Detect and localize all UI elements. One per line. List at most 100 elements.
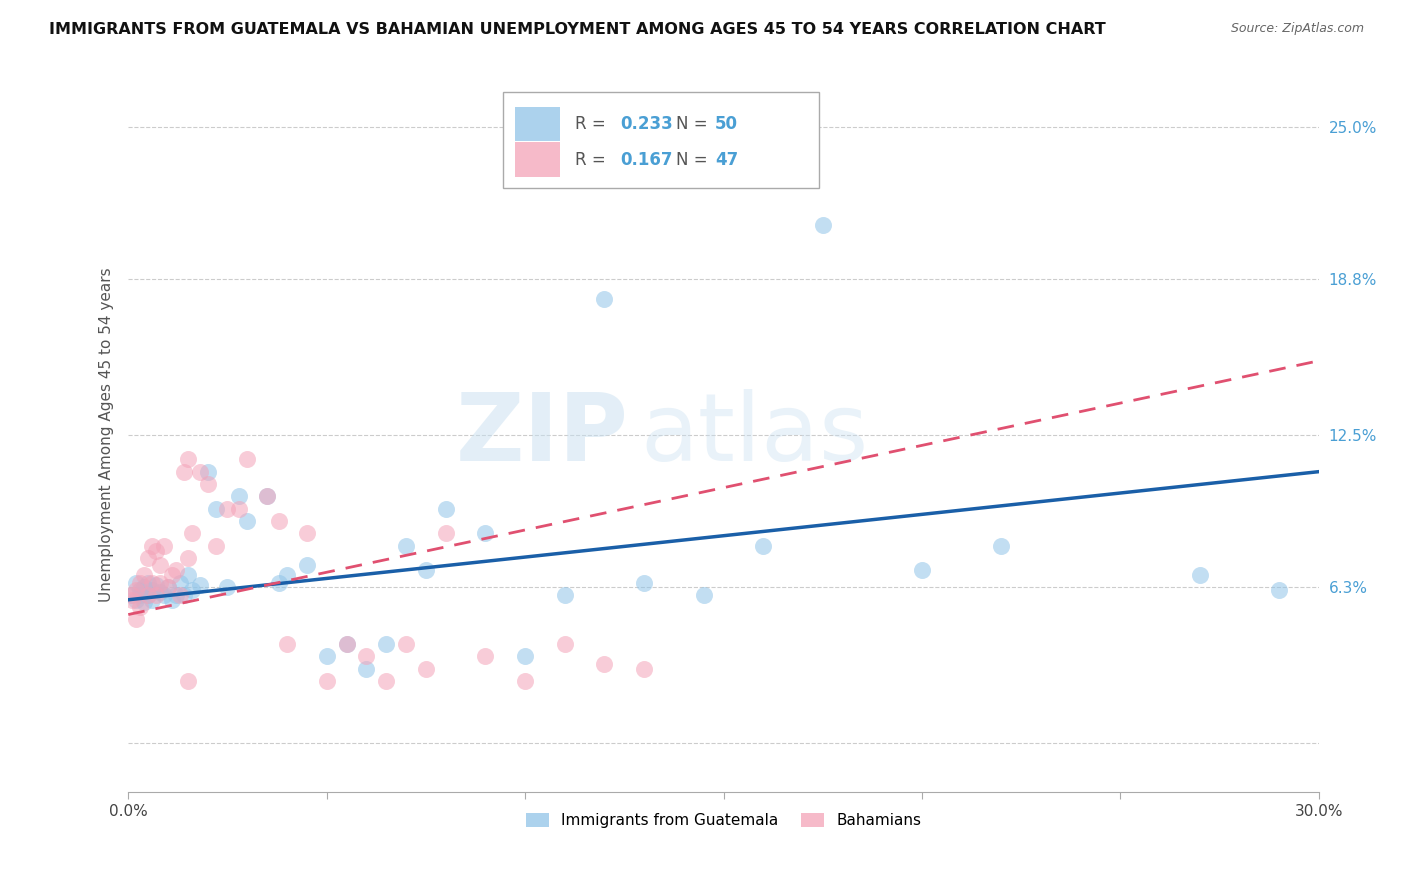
Point	[125, 612, 148, 626]
Point	[125, 592, 148, 607]
Point	[129, 582, 152, 597]
Point	[156, 581, 179, 595]
Point	[129, 600, 152, 615]
Point	[276, 568, 298, 582]
Text: 50: 50	[716, 115, 738, 133]
Point	[434, 526, 457, 541]
Point	[156, 581, 179, 595]
Point	[1188, 568, 1211, 582]
Point	[474, 649, 496, 664]
Point	[335, 637, 357, 651]
Point	[141, 539, 163, 553]
Point	[217, 501, 239, 516]
Point	[136, 588, 159, 602]
Point	[228, 489, 250, 503]
Point	[217, 581, 239, 595]
Point	[180, 582, 202, 597]
Text: ZIP: ZIP	[456, 389, 628, 481]
Point	[276, 637, 298, 651]
Point	[415, 563, 437, 577]
Point	[395, 539, 418, 553]
Point	[236, 514, 259, 528]
Point	[121, 592, 143, 607]
Point	[513, 649, 536, 664]
Point	[375, 674, 398, 689]
Point	[121, 588, 143, 602]
Text: Source: ZipAtlas.com: Source: ZipAtlas.com	[1230, 22, 1364, 36]
Point	[134, 568, 156, 582]
Point	[145, 578, 167, 592]
Text: N =: N =	[676, 115, 713, 133]
Point	[141, 582, 163, 597]
Text: R =: R =	[575, 151, 610, 169]
Point	[197, 465, 219, 479]
Point	[136, 575, 159, 590]
Point	[134, 595, 156, 609]
Text: 47: 47	[716, 151, 738, 169]
Point	[141, 592, 163, 607]
Point	[911, 563, 934, 577]
Point	[153, 539, 176, 553]
Point	[256, 489, 278, 503]
Point	[554, 637, 576, 651]
Point	[415, 662, 437, 676]
Point	[188, 465, 211, 479]
FancyBboxPatch shape	[515, 107, 561, 141]
Point	[129, 588, 152, 602]
Point	[177, 452, 200, 467]
Point	[125, 582, 148, 597]
Point	[1268, 582, 1291, 597]
Point	[434, 501, 457, 516]
Point	[990, 539, 1012, 553]
Text: 0.233: 0.233	[620, 115, 672, 133]
Point	[474, 526, 496, 541]
Text: IMMIGRANTS FROM GUATEMALA VS BAHAMIAN UNEMPLOYMENT AMONG AGES 45 TO 54 YEARS COR: IMMIGRANTS FROM GUATEMALA VS BAHAMIAN UN…	[49, 22, 1107, 37]
Text: R =: R =	[575, 115, 610, 133]
Point	[149, 575, 172, 590]
Point	[145, 588, 167, 602]
Point	[173, 588, 195, 602]
Text: N =: N =	[676, 151, 713, 169]
Point	[134, 581, 156, 595]
Point	[173, 465, 195, 479]
Point	[141, 575, 163, 590]
Point	[125, 575, 148, 590]
Point	[513, 674, 536, 689]
Point	[315, 674, 337, 689]
Point	[356, 662, 378, 676]
Point	[267, 514, 290, 528]
Point	[177, 550, 200, 565]
Point	[136, 588, 159, 602]
Point	[315, 649, 337, 664]
Point	[554, 588, 576, 602]
Point	[145, 543, 167, 558]
Point	[136, 550, 159, 565]
Point	[811, 219, 834, 233]
Point	[335, 637, 357, 651]
Point	[633, 575, 655, 590]
Point	[204, 539, 226, 553]
Legend: Immigrants from Guatemala, Bahamians: Immigrants from Guatemala, Bahamians	[520, 807, 928, 834]
Point	[752, 539, 775, 553]
Point	[121, 588, 143, 602]
Point	[160, 592, 183, 607]
Point	[149, 585, 172, 599]
Point	[395, 637, 418, 651]
Point	[204, 501, 226, 516]
Point	[593, 657, 616, 671]
Point	[375, 637, 398, 651]
Point	[149, 558, 172, 573]
Point	[165, 588, 187, 602]
Point	[236, 452, 259, 467]
Point	[177, 674, 200, 689]
Point	[169, 588, 191, 602]
Point	[593, 292, 616, 306]
Point	[228, 501, 250, 516]
Point	[188, 578, 211, 592]
Y-axis label: Unemployment Among Ages 45 to 54 years: Unemployment Among Ages 45 to 54 years	[100, 268, 114, 602]
FancyBboxPatch shape	[503, 92, 818, 188]
Point	[633, 662, 655, 676]
Text: 0.167: 0.167	[620, 151, 672, 169]
Point	[160, 568, 183, 582]
Point	[356, 649, 378, 664]
